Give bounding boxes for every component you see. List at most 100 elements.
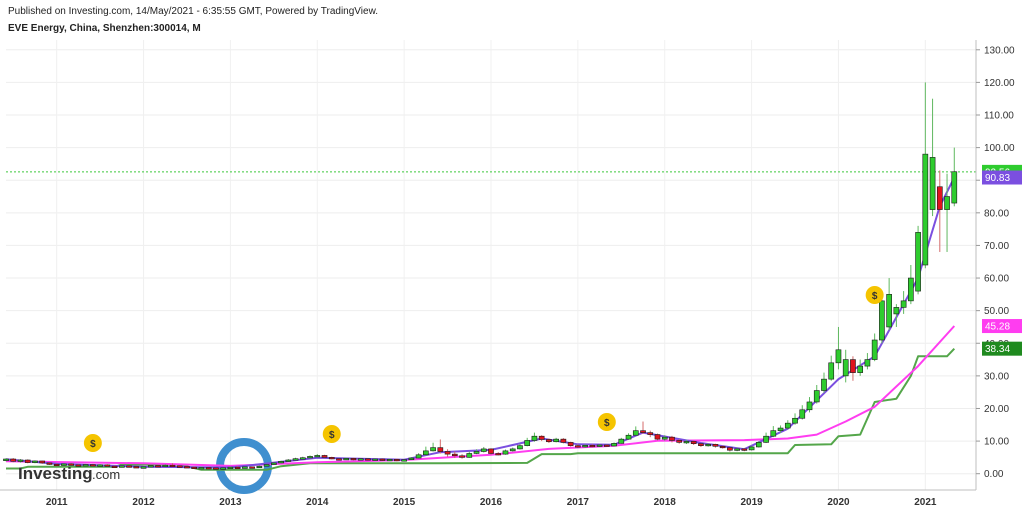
candle[interactable] [632, 426, 639, 436]
candle[interactable] [647, 430, 654, 438]
candle[interactable] [75, 463, 82, 467]
candle[interactable] [618, 437, 625, 444]
candle[interactable] [553, 437, 559, 443]
candle[interactable] [415, 453, 422, 459]
candle[interactable] [495, 452, 502, 456]
candle[interactable] [690, 440, 697, 445]
candle[interactable] [864, 353, 871, 370]
candle[interactable] [756, 441, 762, 448]
candle[interactable] [770, 426, 777, 438]
candle[interactable] [357, 458, 364, 461]
candle[interactable] [459, 454, 465, 459]
candle[interactable] [343, 457, 350, 461]
candle[interactable] [654, 433, 661, 441]
candle[interactable] [97, 464, 103, 467]
candle[interactable] [451, 451, 458, 459]
candle[interactable] [509, 447, 516, 452]
candle[interactable] [799, 405, 806, 420]
candle[interactable] [473, 449, 480, 455]
candle[interactable] [589, 444, 596, 448]
candle[interactable] [466, 451, 473, 458]
candle[interactable] [480, 446, 487, 453]
candle[interactable] [596, 444, 603, 447]
candle[interactable] [372, 458, 379, 461]
candle[interactable] [792, 413, 798, 425]
candle[interactable] [430, 442, 436, 452]
candle[interactable] [777, 425, 784, 433]
candle[interactable] [524, 437, 531, 447]
candle[interactable] [126, 465, 132, 468]
candle[interactable] [394, 458, 400, 462]
candle[interactable] [321, 454, 328, 459]
candle[interactable] [676, 439, 683, 444]
candle[interactable] [140, 466, 147, 469]
candle[interactable] [850, 356, 856, 381]
candle[interactable] [488, 448, 494, 455]
candle[interactable] [184, 465, 190, 469]
candle[interactable] [437, 439, 444, 454]
candle[interactable] [661, 435, 668, 441]
candle[interactable] [857, 359, 864, 376]
candle[interactable] [734, 447, 740, 452]
candle[interactable] [741, 447, 748, 452]
candle[interactable] [278, 460, 284, 464]
candle[interactable] [118, 465, 125, 468]
candle[interactable] [900, 291, 907, 314]
candle[interactable] [10, 458, 17, 463]
candle[interactable] [350, 457, 357, 461]
candle[interactable] [68, 462, 74, 466]
candle[interactable] [285, 459, 292, 462]
candle[interactable] [531, 432, 538, 442]
candle[interactable] [256, 465, 263, 468]
candle[interactable] [53, 463, 60, 467]
candle[interactable] [915, 225, 921, 295]
candle[interactable] [39, 460, 46, 464]
candle[interactable] [748, 445, 755, 451]
candle[interactable] [784, 420, 791, 430]
candle[interactable] [271, 462, 277, 465]
candle[interactable] [719, 445, 726, 449]
candle[interactable] [220, 467, 226, 470]
candle[interactable] [828, 355, 835, 381]
candle[interactable] [176, 465, 183, 468]
candle[interactable] [444, 449, 451, 457]
candle[interactable] [249, 466, 255, 469]
investing-logo[interactable]: Investing .com [18, 464, 120, 483]
candle[interactable] [111, 465, 118, 468]
candle[interactable] [908, 265, 914, 305]
candle[interactable] [705, 443, 711, 447]
candle[interactable] [3, 458, 9, 462]
candle[interactable] [813, 385, 820, 404]
candle[interactable] [162, 464, 169, 468]
candle[interactable] [234, 466, 241, 469]
candle[interactable] [408, 457, 415, 460]
candle[interactable] [90, 463, 96, 467]
candle[interactable] [922, 82, 929, 269]
candle[interactable] [314, 454, 321, 458]
candle[interactable] [155, 464, 161, 468]
candle[interactable] [263, 463, 270, 467]
candle[interactable] [567, 441, 574, 447]
candle[interactable] [379, 458, 386, 461]
dividend-marker[interactable]: $ [83, 434, 102, 452]
candle[interactable] [944, 173, 950, 252]
candle[interactable] [871, 333, 878, 362]
candle[interactable] [299, 456, 306, 460]
candle[interactable] [517, 443, 523, 450]
candle[interactable] [886, 278, 892, 331]
candle[interactable] [611, 442, 617, 447]
candle[interactable] [32, 460, 38, 464]
candle[interactable] [328, 456, 335, 460]
candle[interactable] [727, 446, 733, 452]
candle[interactable] [227, 466, 234, 469]
candle[interactable] [560, 438, 567, 444]
candle[interactable] [806, 397, 813, 413]
candle[interactable] [879, 294, 885, 344]
candle[interactable] [951, 147, 958, 207]
candle[interactable] [575, 444, 581, 448]
candle[interactable] [698, 443, 704, 447]
candle[interactable] [893, 304, 900, 327]
candle[interactable] [292, 457, 299, 461]
candle[interactable] [104, 464, 111, 467]
